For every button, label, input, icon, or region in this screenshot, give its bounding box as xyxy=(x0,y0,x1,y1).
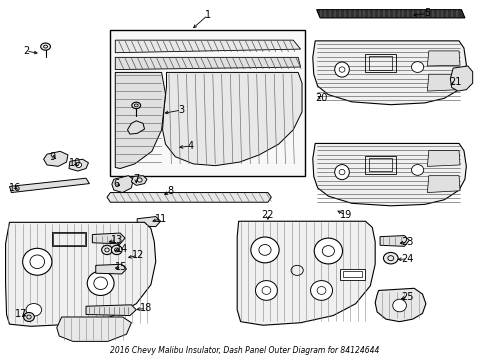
Text: 6: 6 xyxy=(113,179,120,189)
Text: 21: 21 xyxy=(448,77,460,87)
Ellipse shape xyxy=(23,312,34,321)
Bar xyxy=(368,158,391,171)
Ellipse shape xyxy=(111,245,122,255)
Polygon shape xyxy=(92,233,125,244)
Bar xyxy=(110,30,305,176)
Text: 7: 7 xyxy=(133,174,139,184)
Text: 11: 11 xyxy=(154,214,166,224)
Polygon shape xyxy=(115,72,165,168)
Polygon shape xyxy=(131,176,147,185)
Ellipse shape xyxy=(411,62,423,72)
Ellipse shape xyxy=(102,245,112,255)
Bar xyxy=(52,232,86,246)
Ellipse shape xyxy=(334,165,348,180)
Bar xyxy=(365,54,395,72)
Polygon shape xyxy=(96,264,126,274)
Text: 18: 18 xyxy=(140,303,152,314)
Ellipse shape xyxy=(383,252,397,264)
Text: 3: 3 xyxy=(178,105,184,115)
Text: 13: 13 xyxy=(110,235,122,245)
Ellipse shape xyxy=(255,280,277,300)
Bar xyxy=(365,156,395,174)
Text: 1: 1 xyxy=(204,10,210,20)
Text: 22: 22 xyxy=(261,210,274,220)
Polygon shape xyxy=(162,72,302,166)
Polygon shape xyxy=(57,317,131,341)
Text: 9: 9 xyxy=(50,152,56,162)
Ellipse shape xyxy=(87,271,114,296)
Text: 23: 23 xyxy=(401,237,413,247)
Text: 25: 25 xyxy=(401,292,413,302)
Text: 17: 17 xyxy=(15,310,27,319)
Text: 10: 10 xyxy=(68,158,81,168)
Polygon shape xyxy=(115,57,300,69)
Text: 20: 20 xyxy=(315,93,327,103)
Polygon shape xyxy=(107,193,271,202)
Text: 14: 14 xyxy=(115,244,127,254)
Bar xyxy=(53,233,84,245)
Ellipse shape xyxy=(132,102,141,109)
Ellipse shape xyxy=(334,62,348,77)
Ellipse shape xyxy=(392,299,406,312)
Polygon shape xyxy=(43,151,68,166)
Ellipse shape xyxy=(310,280,332,300)
Ellipse shape xyxy=(314,238,342,264)
Text: 19: 19 xyxy=(339,210,351,220)
Bar xyxy=(368,56,391,69)
Polygon shape xyxy=(9,178,89,193)
Text: 5: 5 xyxy=(424,8,429,18)
Text: 2016 Chevy Malibu Insulator, Dash Panel Outer Diagram for 84124644: 2016 Chevy Malibu Insulator, Dash Panel … xyxy=(110,346,378,355)
Text: 2: 2 xyxy=(23,46,29,56)
Polygon shape xyxy=(69,159,88,171)
Polygon shape xyxy=(374,288,425,321)
Ellipse shape xyxy=(76,162,81,167)
Polygon shape xyxy=(379,235,408,246)
Polygon shape xyxy=(127,121,144,134)
Polygon shape xyxy=(316,10,464,18)
Polygon shape xyxy=(237,221,374,325)
Polygon shape xyxy=(86,305,136,316)
Text: 15: 15 xyxy=(115,262,127,272)
Ellipse shape xyxy=(22,248,52,275)
Ellipse shape xyxy=(250,237,279,263)
Text: 12: 12 xyxy=(132,250,144,260)
Polygon shape xyxy=(312,41,466,105)
Text: 16: 16 xyxy=(9,183,21,193)
Polygon shape xyxy=(427,150,459,166)
Polygon shape xyxy=(137,217,160,226)
Polygon shape xyxy=(112,176,133,193)
Text: 24: 24 xyxy=(401,254,413,264)
Ellipse shape xyxy=(26,303,41,316)
Polygon shape xyxy=(427,74,459,91)
Text: 8: 8 xyxy=(167,186,173,197)
Text: 4: 4 xyxy=(187,141,194,151)
Polygon shape xyxy=(427,176,459,193)
Bar xyxy=(342,271,361,277)
Polygon shape xyxy=(115,40,300,53)
Polygon shape xyxy=(427,51,459,66)
Ellipse shape xyxy=(411,165,423,175)
Ellipse shape xyxy=(41,43,50,50)
Polygon shape xyxy=(5,222,156,326)
Polygon shape xyxy=(312,143,466,206)
Bar xyxy=(339,269,365,280)
Polygon shape xyxy=(449,66,472,91)
